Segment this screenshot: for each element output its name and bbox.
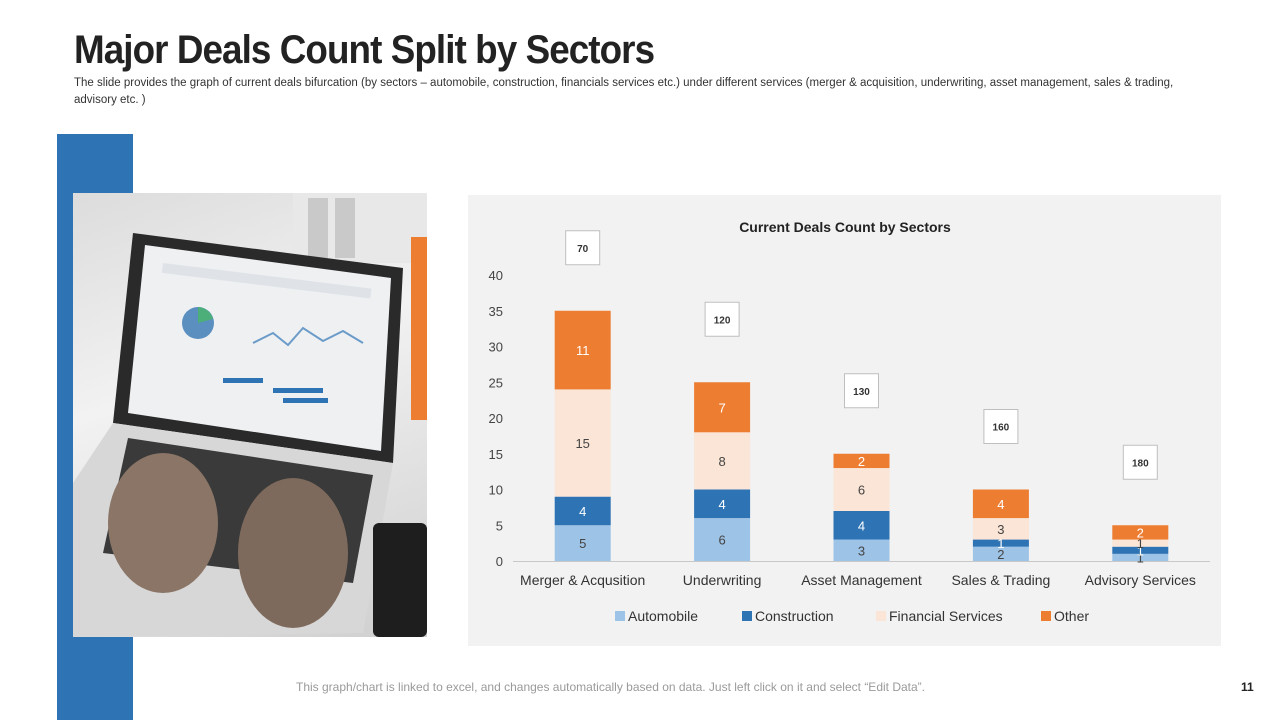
callout-label: 120 [714, 315, 731, 326]
bar-segment [833, 510, 890, 540]
bar-segment [554, 496, 611, 526]
legend-swatch [876, 611, 886, 621]
callout-box [983, 409, 1019, 444]
page-title: Major Deals Count Split by Sectors [74, 28, 655, 72]
bar-segment [833, 453, 890, 469]
data-label: 4 [718, 497, 725, 512]
bar-segment [972, 546, 1029, 561]
bar-segment [554, 389, 611, 497]
callout-label: 130 [853, 387, 870, 398]
data-label: 15 [575, 436, 589, 451]
bar-segment [554, 525, 611, 561]
bar-segment [694, 489, 751, 519]
data-label: 2 [997, 547, 1004, 562]
callout-box [1122, 444, 1158, 480]
legend-label: Other [1054, 608, 1089, 624]
data-label: 4 [579, 504, 586, 519]
chart-title: Current Deals Count by Sectors [739, 219, 951, 235]
y-tick-label: 20 [489, 411, 503, 426]
data-label: 11 [576, 343, 590, 358]
y-tick-label: 25 [489, 375, 503, 390]
data-label: 3 [997, 522, 1004, 537]
data-label: 4 [997, 497, 1004, 512]
data-label: 1 [1137, 543, 1144, 558]
y-tick-label: 35 [489, 304, 503, 319]
data-label: 3 [858, 543, 865, 558]
callout-box [565, 230, 601, 266]
bar-segment [972, 539, 1029, 547]
data-label: 8 [718, 454, 725, 469]
x-tick-label: Asset Management [801, 572, 922, 588]
callout-box [704, 301, 740, 337]
bar-segment [1112, 546, 1169, 554]
callout-box [844, 373, 879, 409]
x-tick-label: Underwriting [683, 572, 762, 588]
bar-segment [1112, 553, 1169, 561]
bar-segment [1112, 525, 1169, 540]
data-label: 7 [718, 400, 725, 415]
data-label: 4 [858, 518, 865, 533]
decorative-orange-bar [411, 237, 427, 420]
y-tick-label: 30 [489, 340, 503, 355]
legend-label: Financial Services [889, 608, 1003, 624]
bar-segment [694, 518, 751, 561]
footer-note: This graph/chart is linked to excel, and… [296, 680, 925, 694]
callout-label: 180 [1132, 458, 1149, 469]
legend-swatch [1041, 611, 1051, 621]
legend-swatch [742, 611, 752, 621]
y-tick-label: 5 [496, 518, 503, 533]
data-label: 6 [718, 533, 725, 548]
data-label: 1 [1137, 536, 1144, 551]
page-number: 11 [1241, 680, 1254, 694]
y-tick-label: 40 [489, 268, 503, 283]
callout-label: 70 [577, 244, 589, 255]
y-tick-label: 0 [496, 554, 503, 569]
y-tick-label: 10 [489, 483, 503, 498]
bar-segment [833, 468, 890, 511]
bar-segment [694, 432, 751, 490]
data-label: 1 [997, 536, 1004, 551]
laptop-illustration [73, 193, 427, 637]
slide-description: The slide provides the graph of current … [74, 77, 1174, 106]
data-label: 2 [858, 454, 865, 469]
data-label: 6 [858, 483, 865, 498]
laptop-photo [73, 193, 427, 637]
data-label: 5 [579, 536, 586, 551]
bar-segment [972, 489, 1029, 519]
x-tick-label: Sales & Trading [951, 572, 1050, 588]
callout-label: 160 [993, 423, 1010, 434]
bar-segment [694, 382, 751, 433]
data-label: 1 [1137, 550, 1144, 565]
bar-segment [833, 539, 890, 561]
chart-panel: Current Deals Count by Sectors 0 5 10 15 20 25… [468, 195, 1221, 646]
x-tick-label: Advisory Services [1085, 572, 1196, 588]
stacked-bar-chart: Current Deals Count by Sectors0510152025… [489, 219, 1210, 624]
legend-label: Automobile [628, 608, 698, 624]
legend-swatch [615, 611, 625, 621]
y-tick-label: 15 [489, 447, 503, 462]
bar-segment [1112, 539, 1169, 547]
bar-segment [972, 518, 1029, 540]
data-label: 2 [1137, 525, 1144, 540]
legend-label: Construction [755, 608, 834, 624]
bar-segment [554, 310, 611, 390]
x-tick-label: Merger & Acqusition [520, 572, 645, 588]
